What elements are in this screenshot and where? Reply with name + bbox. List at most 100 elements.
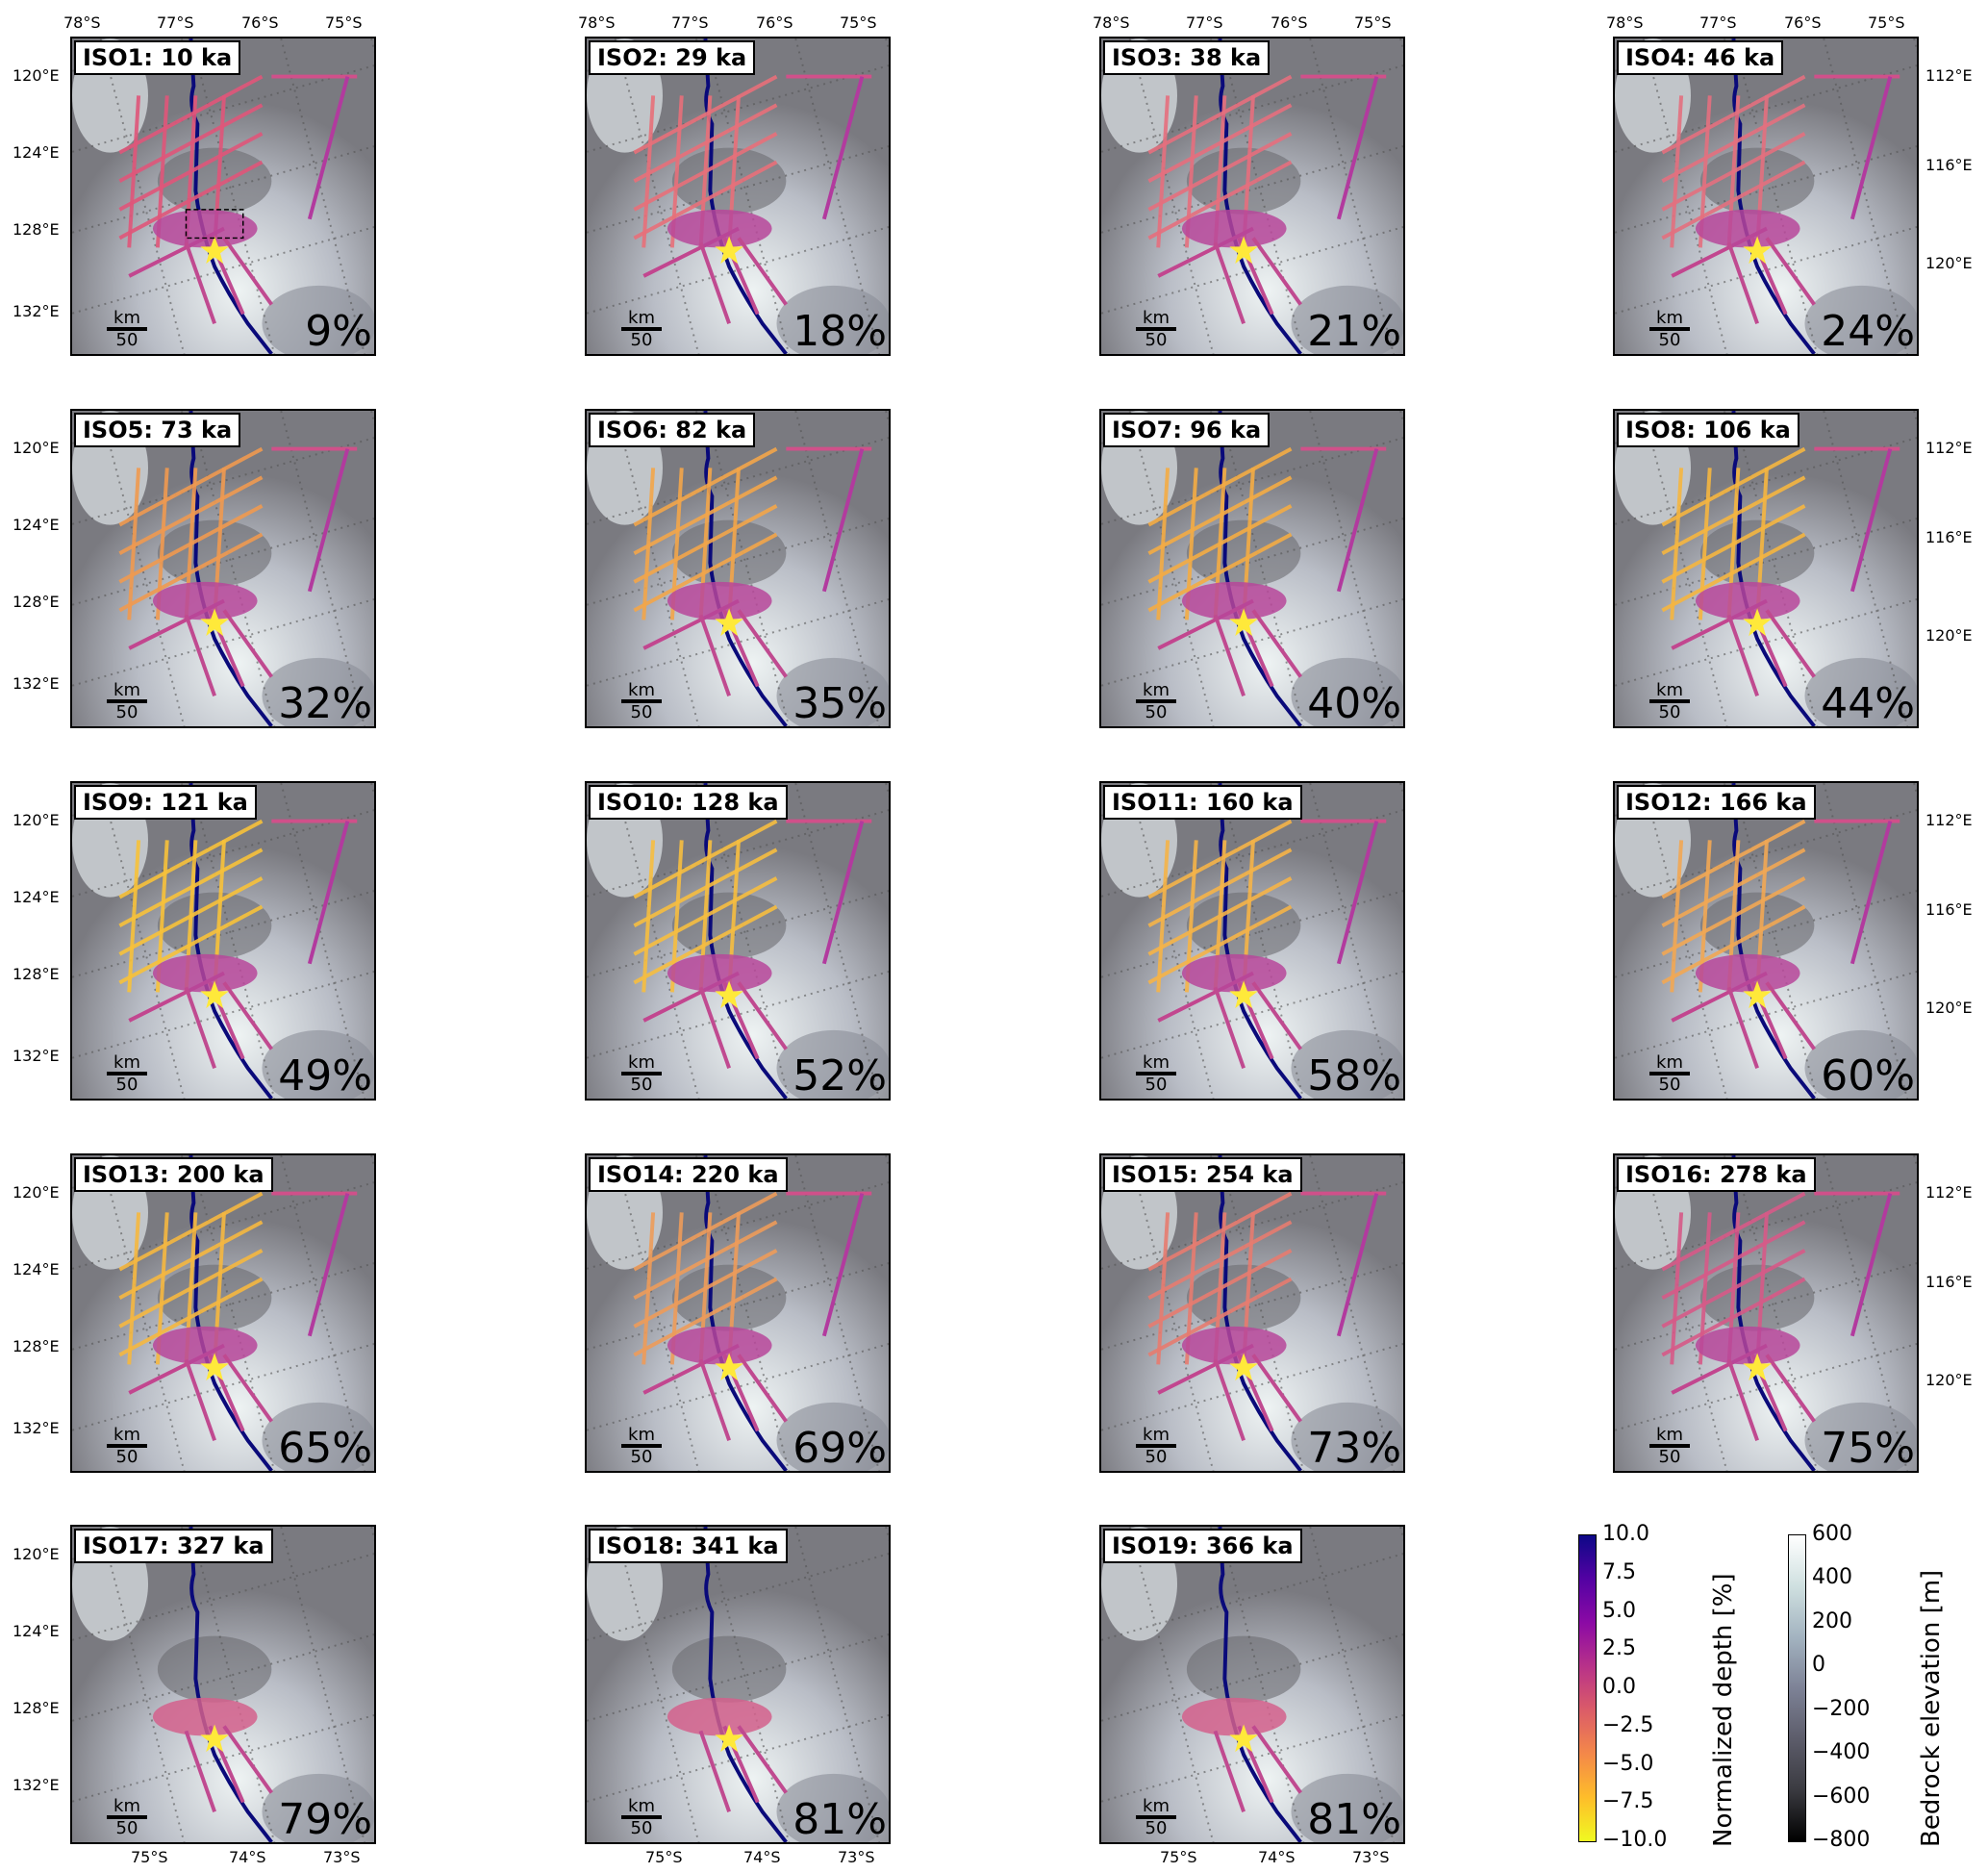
- bedrock-map: [72, 38, 374, 354]
- coverage-percent: 40%: [1307, 679, 1401, 728]
- lat-tick-label: 77°S: [1699, 13, 1737, 32]
- isochrone-label: ISO8: 106 ka: [1617, 413, 1799, 447]
- ice-core-star-icon: [1229, 1724, 1258, 1753]
- lon-tick-label: 116°E: [1925, 900, 1973, 919]
- bedrock-map: [587, 1527, 889, 1842]
- scale-bar: km 50: [1649, 682, 1690, 721]
- lon-tick-label: 124°E: [13, 1260, 60, 1278]
- scale-unit: km: [113, 1425, 140, 1445]
- coverage-percent: 52%: [793, 1051, 887, 1101]
- ice-core-star-icon: [1229, 236, 1258, 265]
- lat-tick-label: 78°S: [63, 13, 101, 32]
- map-panel: ISO16: 278 ka 75% km 50: [1613, 1153, 1919, 1473]
- map-panel: ISO11: 160 ka 58% km 50: [1099, 781, 1405, 1101]
- colorbar-tick-label: 2.5: [1602, 1636, 1636, 1661]
- ice-core-star-icon: [200, 1353, 229, 1381]
- lat-tick-label: 74°S: [1258, 1848, 1296, 1866]
- lon-tick-label: 132°E: [13, 302, 60, 320]
- lon-tick-label: 116°E: [1925, 1273, 1973, 1291]
- coverage-percent: 49%: [278, 1051, 372, 1101]
- ice-core-star-icon: [1229, 980, 1258, 1009]
- ice-core-star-icon: [715, 1353, 743, 1381]
- colorbar-tick-label: 0.0: [1602, 1675, 1636, 1699]
- scale-bar: km 50: [1136, 682, 1176, 721]
- scale-value: 50: [1658, 330, 1681, 350]
- colorbar-tick-label: 7.5: [1602, 1559, 1636, 1584]
- colorbar-tick-label: −7.5: [1602, 1789, 1654, 1814]
- isochrone-label: ISO3: 38 ka: [1103, 40, 1271, 75]
- ice-core-star-icon: [715, 980, 743, 1009]
- bedrock-map: [72, 1527, 374, 1842]
- bedrock-map: [72, 1155, 374, 1471]
- scale-unit: km: [1656, 1052, 1683, 1073]
- scale-bar: km 50: [1136, 1054, 1176, 1095]
- map-panel: ISO9: 121 ka 49% km 50: [70, 781, 376, 1101]
- scale-unit: km: [628, 1425, 655, 1445]
- colorbar-tick-label: −200: [1812, 1696, 1871, 1721]
- lon-tick-label: 120°E: [13, 811, 60, 829]
- map-panel: ISO3: 38 ka 21% km 50: [1099, 37, 1405, 356]
- lon-tick-label: 124°E: [13, 1622, 60, 1640]
- lat-tick-label: 75°S: [645, 1848, 683, 1866]
- lat-tick-label: 75°S: [840, 13, 877, 32]
- scale-unit: km: [628, 680, 655, 700]
- scale-bar: km 50: [107, 682, 147, 721]
- map-panel: ISO1: 10 ka 9% km 50: [70, 37, 376, 356]
- coverage-percent: 35%: [793, 679, 887, 728]
- lat-tick-label: 76°S: [1784, 13, 1822, 32]
- scale-bar: km 50: [1136, 310, 1176, 349]
- colorbar-tick-label: −2.5: [1602, 1712, 1654, 1737]
- scale-unit: km: [113, 1796, 140, 1816]
- isochrone-label: ISO17: 327 ka: [74, 1529, 273, 1563]
- lat-tick-label: 75°S: [1160, 1848, 1197, 1866]
- lon-tick-label: 120°E: [13, 1183, 60, 1202]
- map-panel: ISO6: 82 ka 35% km 50: [585, 409, 891, 728]
- bedrock-map: [1615, 38, 1917, 354]
- lat-tick-label: 77°S: [157, 13, 194, 32]
- coverage-percent: 81%: [1307, 1795, 1401, 1844]
- scale-unit: km: [1656, 680, 1683, 700]
- lon-tick-label: 116°E: [1925, 528, 1973, 546]
- map-panel: ISO2: 29 ka 18% km 50: [585, 37, 891, 356]
- scale-value: 50: [1145, 1075, 1168, 1095]
- lat-tick-label: 78°S: [1606, 13, 1644, 32]
- map-panel: ISO10: 128 ka 52% km 50: [585, 781, 891, 1101]
- scale-bar: km 50: [621, 682, 662, 721]
- colorbar-tick-label: 0: [1812, 1653, 1825, 1678]
- coverage-percent: 73%: [1307, 1424, 1401, 1473]
- map-panel: ISO4: 46 ka 24% km 50: [1613, 37, 1919, 356]
- coverage-percent: 44%: [1821, 679, 1915, 728]
- scale-value: 50: [115, 330, 138, 350]
- lon-tick-label: 124°E: [13, 888, 60, 906]
- lon-tick-label: 112°E: [1925, 66, 1973, 85]
- ice-core-star-icon: [715, 1724, 743, 1753]
- colorbar-tick-label: −800: [1812, 1828, 1871, 1852]
- coverage-percent: 18%: [793, 307, 887, 356]
- colorbar-tick-label: 600: [1812, 1522, 1852, 1546]
- map-panel: ISO7: 96 ka 40% km 50: [1099, 409, 1405, 728]
- scale-bar: km 50: [1136, 1427, 1176, 1466]
- scale-value: 50: [115, 702, 138, 722]
- coverage-percent: 65%: [278, 1424, 372, 1473]
- isochrone-label: ISO14: 220 ka: [589, 1157, 788, 1192]
- lon-tick-label: 120°E: [13, 439, 60, 457]
- lon-tick-label: 112°E: [1925, 811, 1973, 829]
- lon-tick-label: 120°E: [1925, 1371, 1973, 1389]
- scale-value: 50: [1658, 702, 1681, 722]
- isochrone-label: ISO18: 341 ka: [589, 1529, 788, 1563]
- isochrone-label: ISO1: 10 ka: [74, 40, 241, 75]
- lon-tick-label: 128°E: [13, 1337, 60, 1355]
- coverage-percent: 79%: [278, 1795, 372, 1844]
- lon-tick-label: 132°E: [13, 1419, 60, 1437]
- lat-tick-label: 75°S: [1868, 13, 1905, 32]
- scale-value: 50: [1145, 1818, 1168, 1838]
- isochrone-label: ISO9: 121 ka: [74, 785, 257, 820]
- bedrock-map: [1615, 783, 1917, 1099]
- isochrone-label: ISO10: 128 ka: [589, 785, 788, 820]
- lon-tick-label: 124°E: [13, 516, 60, 534]
- scale-unit: km: [628, 1052, 655, 1073]
- scale-bar: km 50: [107, 1054, 147, 1094]
- bedrock-map: [72, 783, 374, 1099]
- lon-tick-label: 120°E: [13, 66, 60, 85]
- bedrock-map: [72, 411, 374, 726]
